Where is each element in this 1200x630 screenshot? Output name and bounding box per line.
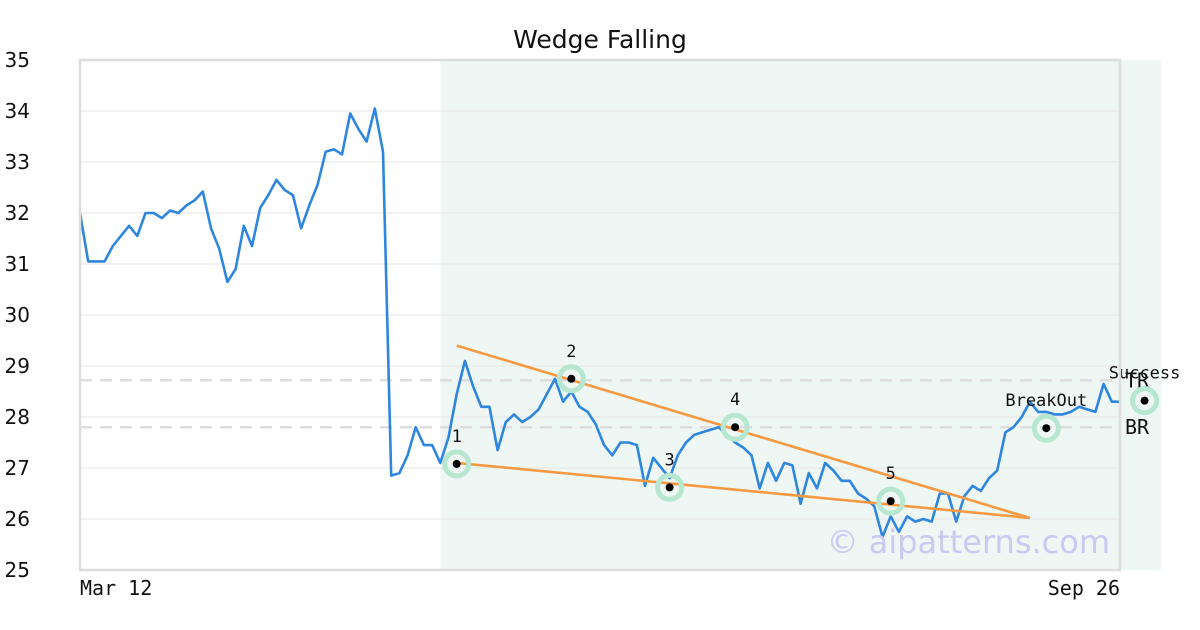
y-tick-label: 27: [5, 456, 30, 480]
pattern-point-dot: [452, 459, 461, 468]
plot-frame: [78, 58, 1122, 572]
pattern-point-ring: [655, 472, 685, 502]
trend-line: [456, 461, 1031, 520]
x-tick-label: Sep 26: [1048, 576, 1120, 600]
pattern-point-dot: [886, 497, 895, 506]
pattern-point-dot: [1042, 424, 1051, 433]
x-tick-label: Mar 12: [80, 576, 152, 600]
pattern-point-ring: [1130, 386, 1160, 416]
pattern-point-ring: [876, 486, 906, 516]
pattern-point-label: Success: [1109, 364, 1181, 384]
pattern-point-ring: [720, 412, 750, 442]
y-tick-label: 30: [5, 303, 30, 327]
y-tick-label: 25: [5, 558, 30, 582]
pattern-point-dot: [567, 374, 576, 383]
y-tick-label: 35: [5, 48, 30, 72]
pattern-point-ring: [442, 449, 472, 479]
pattern-point-dot: [665, 483, 674, 492]
pattern-point-label: BreakOut: [1005, 391, 1087, 411]
y-tick-label: 31: [5, 252, 30, 276]
y-tick-label: 28: [5, 405, 30, 429]
pattern-point-ring: [1031, 413, 1061, 443]
y-tick-label: 33: [5, 150, 30, 174]
trend-lines: [456, 344, 1031, 520]
y-tick-label: 29: [5, 354, 30, 378]
x-axis: Mar 12 Sep 26: [80, 576, 1120, 600]
pattern-point-label: 3: [664, 450, 674, 470]
pattern-points: 1 2 3 4 5 BreakOut Success: [442, 342, 1181, 516]
pattern-point-label: 5: [886, 464, 896, 484]
trend-line: [456, 344, 1031, 520]
pattern-point-ring: [556, 364, 586, 394]
y-tick-label: 34: [5, 99, 30, 123]
watermark: © aipatterns.com: [827, 523, 1110, 561]
y-tick-label: 32: [5, 201, 30, 225]
pattern-point-label: 4: [730, 390, 740, 410]
pattern-point-label: 1: [452, 427, 462, 447]
pattern-point-dot: [1140, 396, 1149, 405]
y-tick-label: 26: [5, 507, 30, 531]
chart-title: Wedge Falling: [513, 25, 687, 54]
pattern-point-label: 2: [566, 342, 576, 362]
y-axis: 25 26 27 28 29 30 31 32 33 34 35: [5, 48, 30, 582]
pattern-point-dot: [731, 423, 740, 432]
level-label: BR: [1125, 415, 1150, 439]
